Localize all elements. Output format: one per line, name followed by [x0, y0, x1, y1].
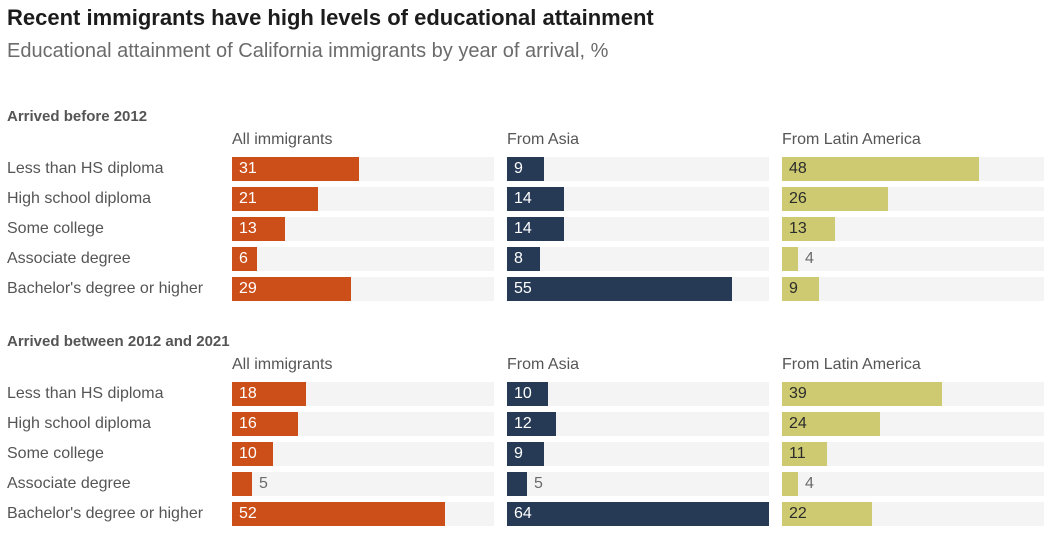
data-label: 10 [239, 445, 257, 462]
data-label: 11 [789, 445, 806, 462]
data-label: 14 [514, 190, 532, 207]
data-label: 13 [239, 220, 257, 237]
bar [782, 247, 798, 271]
bar [507, 472, 527, 496]
section-title: Arrived before 2012 [7, 108, 148, 125]
bar [782, 217, 835, 241]
data-label: 9 [514, 445, 523, 462]
bar [232, 382, 306, 406]
bar-track [507, 247, 769, 271]
bar-track [232, 247, 494, 271]
data-label: 22 [789, 505, 807, 522]
bar [507, 502, 769, 526]
category-label: Associate degree [7, 250, 131, 267]
category-label: Associate degree [7, 475, 131, 492]
bar-track [232, 442, 494, 466]
category-label: Bachelor's degree or higher [7, 280, 204, 297]
data-label: 12 [514, 415, 532, 432]
bar-track [507, 382, 769, 406]
section-title: Arrived between 2012 and 2021 [7, 333, 230, 350]
chart-title: Recent immigrants have high levels of ed… [7, 5, 654, 30]
category-label: High school diploma [7, 190, 152, 207]
data-label: 26 [789, 190, 807, 207]
bar [507, 217, 564, 241]
bar [782, 442, 827, 466]
data-label: 8 [514, 250, 523, 267]
data-label: 52 [239, 505, 257, 522]
data-label: 10 [514, 385, 532, 402]
category-label: High school diploma [7, 415, 152, 432]
bar [232, 442, 273, 466]
data-label: 18 [239, 385, 257, 402]
bar [232, 472, 252, 496]
category-label: Some college [7, 220, 104, 237]
bar [507, 187, 564, 211]
data-label: 39 [789, 385, 807, 402]
data-label: 6 [239, 250, 248, 267]
data-label: 24 [789, 415, 807, 432]
data-label: 64 [514, 505, 532, 522]
data-label: 14 [514, 220, 532, 237]
data-label: 21 [239, 190, 257, 207]
chart-subtitle: Educational attainment of California imm… [7, 40, 609, 62]
panel-label: From Latin America [782, 356, 921, 373]
data-label: 29 [239, 280, 257, 297]
bar [507, 382, 548, 406]
category-label: Some college [7, 445, 104, 462]
bar [232, 217, 285, 241]
bar [232, 277, 351, 301]
panel-label: From Latin America [782, 131, 921, 148]
bar [507, 442, 544, 466]
bar-track [507, 442, 769, 466]
bar [232, 187, 318, 211]
bar [782, 277, 819, 301]
bar-track [782, 277, 1044, 301]
bar [507, 277, 732, 301]
data-label: 4 [805, 250, 814, 267]
bar [507, 412, 556, 436]
bar [782, 157, 979, 181]
data-label: 9 [789, 280, 798, 297]
data-label: 4 [805, 475, 814, 492]
panel-label: From Asia [507, 356, 580, 373]
bar [507, 157, 544, 181]
data-label: 16 [239, 415, 257, 432]
data-label: 55 [514, 280, 532, 297]
bar [232, 157, 359, 181]
data-label: 13 [789, 220, 807, 237]
bar [782, 412, 880, 436]
category-label: Less than HS diploma [7, 160, 164, 177]
bar [782, 502, 872, 526]
bar [507, 247, 540, 271]
bar-track [507, 472, 769, 496]
panel-label: All immigrants [232, 131, 333, 148]
bar-track [782, 247, 1044, 271]
bar [782, 187, 888, 211]
bar [782, 472, 798, 496]
panel-label: All immigrants [232, 356, 333, 373]
data-label: 5 [259, 475, 268, 492]
data-label: 48 [789, 160, 807, 177]
bar [232, 412, 298, 436]
data-label: 9 [514, 160, 523, 177]
bar [782, 382, 942, 406]
data-label: 31 [239, 160, 257, 177]
category-label: Less than HS diploma [7, 385, 164, 402]
bar-track [232, 472, 494, 496]
bar-track [782, 472, 1044, 496]
category-label: Bachelor's degree or higher [7, 505, 204, 522]
data-label: 5 [534, 475, 543, 492]
bar-track [507, 157, 769, 181]
panel-label: From Asia [507, 131, 580, 148]
bar [232, 502, 445, 526]
bar [232, 247, 257, 271]
